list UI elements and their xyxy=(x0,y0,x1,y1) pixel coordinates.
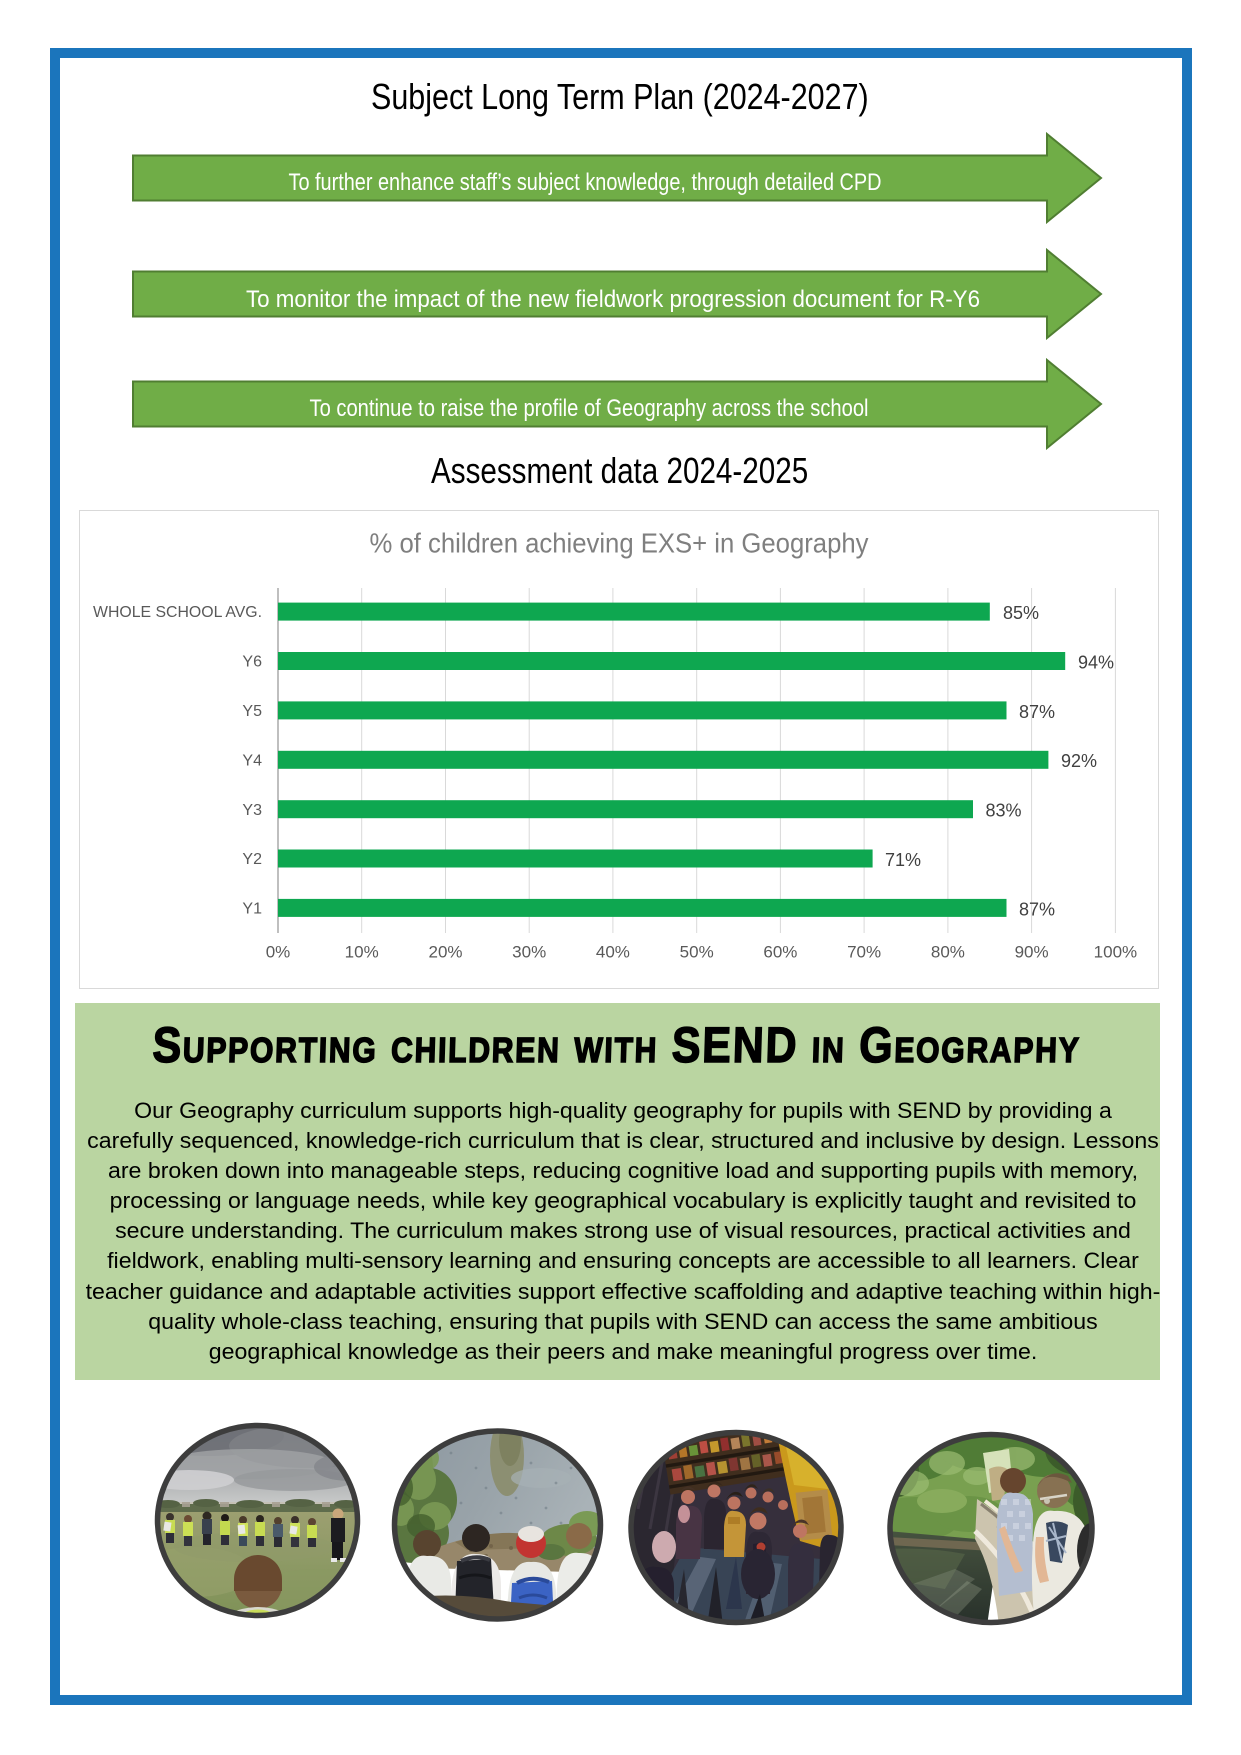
svg-text:94%: 94% xyxy=(1078,652,1114,672)
svg-text:85%: 85% xyxy=(1003,603,1039,623)
svg-text:40%: 40% xyxy=(596,943,630,962)
svg-text:10%: 10% xyxy=(345,943,379,962)
svg-text:Y3: Y3 xyxy=(242,802,262,819)
svg-text:Y6: Y6 xyxy=(242,654,262,671)
svg-text:80%: 80% xyxy=(931,943,965,962)
svg-text:83%: 83% xyxy=(986,801,1022,821)
svg-text:To continue to raise the profi: To continue to raise the profile of Geog… xyxy=(310,395,869,422)
svg-text:Y4: Y4 xyxy=(242,752,262,769)
svg-text:92%: 92% xyxy=(1061,751,1097,771)
svg-text:Y2: Y2 xyxy=(242,851,262,868)
svg-text:87%: 87% xyxy=(1019,702,1055,722)
svg-text:20%: 20% xyxy=(428,943,462,962)
svg-text:60%: 60% xyxy=(763,943,797,962)
svg-text:WHOLE SCHOOL AVG.: WHOLE SCHOOL AVG. xyxy=(93,604,262,621)
svg-text:100%: 100% xyxy=(1094,943,1137,962)
svg-text:0%: 0% xyxy=(266,943,291,962)
svg-text:% of children achieving EXS+ i: % of children achieving EXS+ in Geograph… xyxy=(370,528,869,559)
svg-text:90%: 90% xyxy=(1015,943,1049,962)
svg-text:Y5: Y5 xyxy=(242,703,262,720)
svg-text:70%: 70% xyxy=(847,943,881,962)
svg-text:71%: 71% xyxy=(885,850,921,870)
svg-text:50%: 50% xyxy=(680,943,714,962)
svg-text:87%: 87% xyxy=(1019,899,1055,919)
svg-text:Y1: Y1 xyxy=(242,901,262,918)
svg-text:To monitor the impact of the n: To monitor the impact of the new fieldwo… xyxy=(246,286,980,313)
svg-text:30%: 30% xyxy=(512,943,546,962)
svg-text:To further enhance staff’s sub: To further enhance staff’s subject knowl… xyxy=(289,169,882,196)
